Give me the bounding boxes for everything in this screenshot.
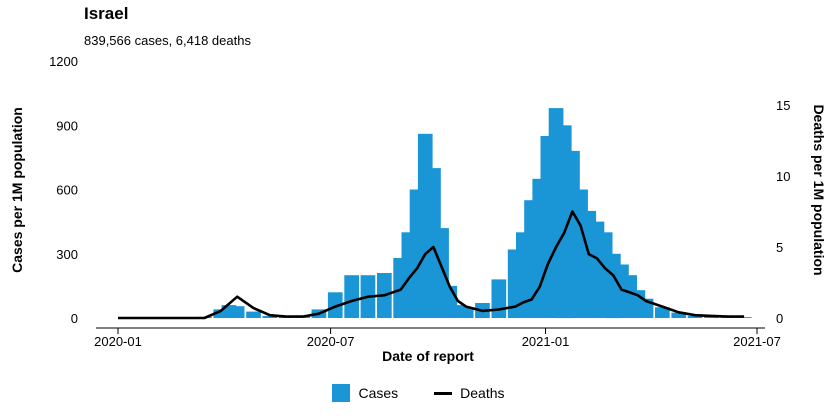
x-tick-label: 2021-07	[733, 334, 781, 349]
legend-label-deaths: Deaths	[460, 385, 505, 401]
cases-bar	[655, 307, 670, 318]
x-ticks: 2020-01 2020-07 2021-01 2021-07	[94, 328, 781, 349]
cases-bar	[327, 292, 343, 318]
y-tick-label: 300	[56, 247, 78, 262]
chart-subtitle: 839,566 cases, 6,418 deaths	[84, 33, 251, 48]
deaths-line	[118, 210, 745, 320]
cases-bar	[687, 315, 703, 318]
y2-tick-label: 10	[776, 169, 790, 184]
cases-bars	[197, 108, 752, 319]
y-tick-label: 0	[71, 311, 78, 326]
cases-bar	[229, 306, 245, 318]
cases-bar	[213, 309, 229, 318]
legend-item-cases[interactable]: Cases	[332, 384, 398, 402]
y2-axis-title: Deaths per 1M population	[811, 104, 827, 275]
legend-label-cases: Cases	[358, 385, 399, 401]
cases-bar	[491, 279, 507, 318]
x-tick-label: 2020-01	[94, 334, 142, 349]
chart-title: Israel	[84, 4, 129, 23]
y-ticks: 0 300 600 900 1200	[49, 54, 78, 326]
y2-tick-label: 15	[776, 98, 790, 113]
cases-bar	[736, 317, 752, 318]
deaths-swatch	[434, 391, 453, 395]
legend: Cases Deaths	[0, 384, 837, 402]
y-tick-label: 1200	[49, 54, 78, 69]
cases-bar	[344, 275, 359, 318]
cases-swatch	[332, 384, 351, 402]
x-tick-label: 2021-01	[522, 334, 570, 349]
y-tick-label: 600	[56, 183, 78, 198]
legend-item-deaths[interactable]: Deaths	[434, 384, 505, 402]
y2-tick-label: 0	[776, 311, 783, 326]
x-axis-title: Date of report	[382, 348, 474, 364]
cases-bar	[458, 307, 474, 318]
cases-bar	[246, 311, 261, 318]
y-tick-label: 900	[56, 118, 78, 133]
cases-bar	[671, 312, 687, 318]
cases-bar	[262, 315, 278, 318]
y-axis-title: Cases per 1M population	[9, 107, 25, 273]
y2-tick-label: 5	[776, 240, 783, 255]
y2-ticks: 0 5 10 15	[776, 98, 790, 326]
x-tick-label: 2020-07	[307, 334, 355, 349]
